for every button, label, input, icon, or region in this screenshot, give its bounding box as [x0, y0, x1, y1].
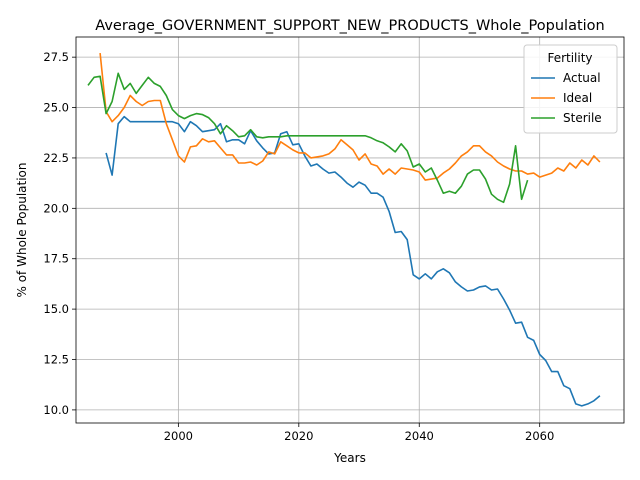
y-tick-label: 22.5	[43, 151, 69, 165]
x-tick-label: 2040	[405, 429, 434, 443]
x-tick-label: 2060	[525, 429, 554, 443]
y-tick-label: 27.5	[43, 50, 69, 64]
y-tick-label: 17.5	[43, 252, 69, 266]
x-tick-label: 2020	[284, 429, 313, 443]
tick-layer: 2000 2020 2040 2060 10.0 12.5 15.0 17.5 20.0 22.5…	[43, 50, 554, 443]
y-tick-label: 10.0	[43, 403, 69, 417]
x-tick-label: 2000	[164, 429, 193, 443]
y-tick-label: 12.5	[43, 353, 69, 367]
y-tick-label: 20.0	[43, 201, 69, 215]
legend-entries: Actual Ideal Sterile	[531, 71, 602, 125]
legend-title: Fertility	[547, 51, 592, 65]
series-line-sterile	[87, 72, 529, 204]
legend-label-sterile: Sterile	[563, 111, 602, 125]
series-layer	[87, 53, 601, 407]
legend-box	[523, 44, 618, 134]
y-axis-label: % of Whole Population	[15, 163, 29, 298]
series-line-ideal	[99, 53, 601, 181]
y-tick-label: 25.0	[43, 101, 69, 115]
legend-label-actual: Actual	[563, 71, 601, 85]
plot-frame	[75, 36, 625, 424]
series-line-actual	[105, 115, 601, 407]
legend-label-ideal: Ideal	[563, 91, 592, 105]
legend: Fertility Actual Ideal Sterile	[523, 44, 618, 134]
chart-title: Average_GOVERNMENT_SUPPORT_NEW_PRODUCTS_…	[95, 18, 604, 34]
y-tick-label: 15.0	[43, 302, 69, 316]
x-axis-label: Years	[333, 451, 366, 465]
